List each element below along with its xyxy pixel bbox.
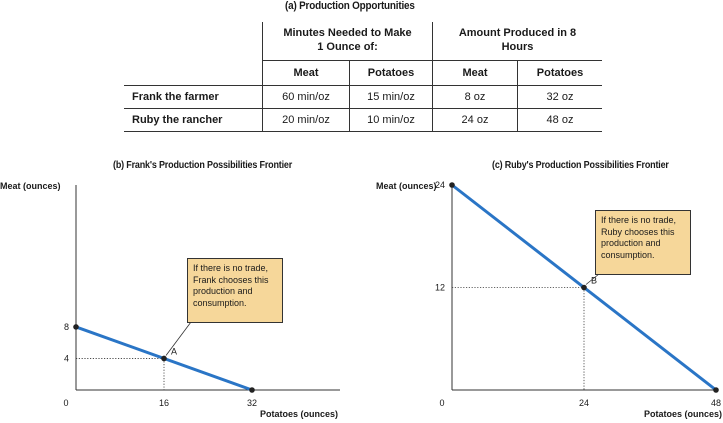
table-cell: 8 oz <box>432 85 518 109</box>
column-header: Potatoes <box>349 59 433 86</box>
table-cell: 60 min/oz <box>262 85 350 109</box>
choice-point <box>581 284 587 291</box>
group-header-minutes: Minutes Needed to Make 1 Ounce of: <box>262 22 433 60</box>
table-cell: 20 min/oz <box>262 108 350 132</box>
choice-point <box>161 355 167 362</box>
table-corner-sub <box>124 60 263 86</box>
table-cell: 15 min/oz <box>349 85 433 109</box>
y-tick-label: 8 <box>64 322 69 332</box>
column-header: Meat <box>262 59 350 86</box>
table-title: (a) Production Opportunities <box>285 0 415 12</box>
row-name: Ruby the rancher <box>124 108 263 132</box>
x-tick-label: 32 <box>247 398 257 408</box>
table-row: Ruby the rancher 20 min/oz 10 min/oz 24 … <box>124 108 602 132</box>
endpoint-marker <box>249 387 255 393</box>
column-header: Meat <box>432 59 518 86</box>
row-name: Frank the farmer <box>124 85 263 109</box>
endpoint-marker <box>73 324 79 330</box>
x-tick-label: 0 <box>439 398 444 408</box>
endpoint-marker <box>713 387 719 393</box>
x-tick-label: 0 <box>63 398 68 408</box>
x-axis-label: Potatoes (ounces) <box>644 409 722 419</box>
frank-callout: If there is no trade, Frank chooses this… <box>187 258 283 323</box>
y-tick-label: 4 <box>64 353 69 363</box>
callout-leader-line <box>585 273 600 285</box>
ruby-callout: If there is no trade, Ruby chooses this … <box>595 210 691 275</box>
choice-point-label: A <box>171 346 177 356</box>
frank-chart-title: (b) Frank's Production Possibilities Fro… <box>113 160 293 171</box>
group-header-amount: Amount Produced in 8 Hours <box>432 22 602 60</box>
x-tick-label: 48 <box>711 398 721 408</box>
y-tick-label: 12 <box>435 283 445 293</box>
column-header: Potatoes <box>517 59 602 86</box>
table-cell: 10 min/oz <box>349 108 433 132</box>
y-axis-label: Meat (ounces) <box>0 181 61 191</box>
callout-leader-line <box>165 321 192 356</box>
ruby-chart-title: (c) Ruby's Production Possibilities Fron… <box>492 160 669 171</box>
production-opportunities-table: Minutes Needed to Make 1 Ounce of: Amoun… <box>124 22 602 132</box>
table-cell: 24 oz <box>432 108 518 132</box>
choice-point-label: B <box>591 276 597 286</box>
endpoint-marker <box>449 182 455 188</box>
y-axis-label: Meat (ounces) <box>376 181 437 191</box>
table-cell: 48 oz <box>517 108 602 132</box>
y-tick-label: 24 <box>435 180 445 190</box>
x-axis-label: Potatoes (ounces) <box>260 409 338 419</box>
x-tick-label: 16 <box>159 398 169 408</box>
table-row: Frank the farmer 60 min/oz 15 min/oz 8 o… <box>124 85 602 109</box>
x-tick-label: 24 <box>579 398 589 408</box>
table-cell: 32 oz <box>517 85 602 109</box>
